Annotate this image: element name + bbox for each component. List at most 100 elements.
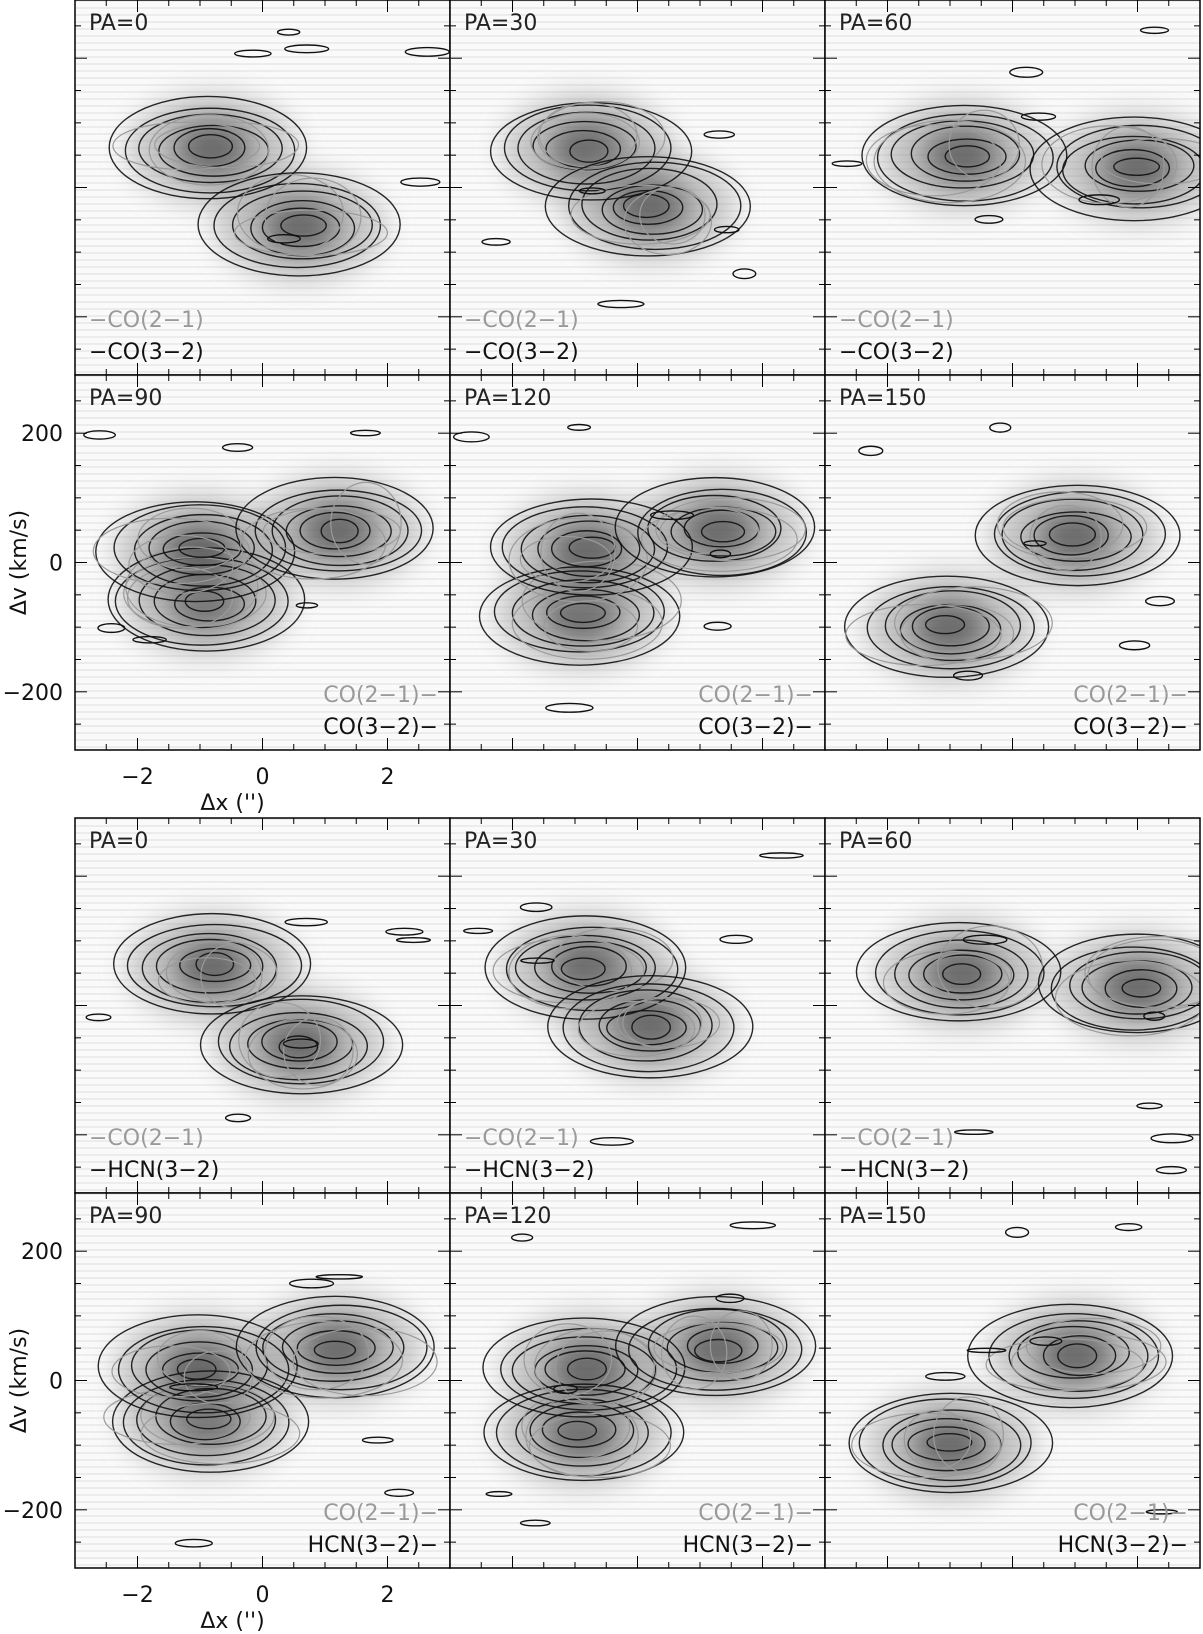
- contour-line: [894, 939, 1029, 1009]
- legend-black: −CO(3−2): [839, 340, 954, 365]
- noise-contour: [349, 429, 381, 437]
- contour-line: [908, 949, 1015, 1001]
- legend-grey: −CO(2−1): [89, 1126, 204, 1151]
- contour-line: [320, 518, 359, 544]
- contour-line: [974, 484, 1181, 587]
- noise-contour: [729, 1221, 777, 1230]
- pv-panel-hcn32-pa60: PA=60 −CO(2−1) −HCN(3−2): [824, 817, 1201, 1194]
- contour-line: [926, 1433, 973, 1452]
- noise-contour: [384, 1488, 415, 1497]
- noise-contour: [1078, 194, 1121, 206]
- noise-contour: [1144, 595, 1176, 607]
- panel-pa-label: PA=120: [464, 386, 551, 411]
- contour-line: [145, 1341, 254, 1399]
- x-tick-label: 2: [381, 765, 395, 790]
- noise-contour: [510, 1233, 534, 1242]
- contour-line: [694, 1338, 743, 1363]
- contour-line: [285, 505, 392, 558]
- contour-line: [112, 912, 312, 1015]
- panel-pa-label: PA=60: [839, 829, 912, 854]
- contour-line: [511, 579, 655, 647]
- contour-line: [566, 1357, 607, 1381]
- contour-line: [1008, 1320, 1149, 1392]
- pv-panel-co32-pa150: PA=150 CO(2−1)− CO(3−2)−: [824, 374, 1201, 751]
- noise-contour: [578, 187, 606, 195]
- contour-line: [1062, 135, 1200, 205]
- noise-contour: [288, 1278, 335, 1289]
- legend-grey: −CO(2−1): [839, 308, 954, 333]
- contour-line: [1121, 978, 1162, 998]
- contour-line: [532, 120, 637, 172]
- y-tick-label: 200: [21, 422, 63, 447]
- pv-panel-hcn32-pa90: PA=90 CO(2−1)− HCN(3−2)−: [74, 1192, 451, 1569]
- x-tick-label: 2: [381, 1583, 395, 1608]
- contour-line: [567, 161, 742, 251]
- contour-line: [1048, 522, 1097, 547]
- contour-line: [923, 954, 1003, 994]
- noise-contour: [169, 1383, 219, 1392]
- contour-line: [313, 1340, 357, 1360]
- contour-line: [111, 1370, 310, 1473]
- contour-line: [614, 476, 816, 578]
- legend-grey: −CO(2−1): [464, 1126, 579, 1151]
- panel-pa-label: PA=120: [464, 1204, 551, 1229]
- noise-contour: [132, 635, 167, 644]
- contour-line: [176, 1358, 217, 1380]
- contour-line: [1069, 951, 1200, 1020]
- y-tick-label: 0: [49, 552, 63, 577]
- pv-panel-hcn32-pa120: PA=120 CO(2−1)− HCN(3−2)−: [449, 1192, 826, 1569]
- legend-black: HCN(3−2)−: [683, 1533, 813, 1558]
- noise-contour: [925, 1371, 966, 1381]
- pv-panel-hcn32-pa150: PA=150 CO(2−1)− HCN(3−2)−: [824, 1192, 1201, 1569]
- contour-line: [1042, 1335, 1117, 1377]
- contour-line: [278, 1035, 319, 1059]
- x-tick-label: −2: [121, 765, 153, 790]
- y-axis-label: Δv (km/s): [7, 510, 32, 615]
- noise-contour: [267, 233, 301, 244]
- contour-line: [514, 934, 656, 1001]
- contour-line: [861, 104, 1068, 207]
- legend-black: CO(3−2)−: [323, 715, 438, 740]
- noise-contour: [395, 936, 432, 944]
- noise-contour: [732, 268, 757, 280]
- noise-contour: [481, 237, 511, 246]
- noise-contour: [174, 1538, 213, 1548]
- legend-grey: CO(2−1)−: [698, 683, 813, 708]
- panel-pa-label: PA=150: [839, 386, 926, 411]
- noise-contour: [719, 934, 753, 944]
- contour-line: [562, 983, 735, 1073]
- noise-contour: [1009, 66, 1044, 78]
- contour-line: [1056, 124, 1200, 209]
- contour-line: [1037, 933, 1200, 1034]
- contour-line: [483, 1383, 685, 1482]
- noise-contour: [974, 214, 1004, 224]
- legend-black: HCN(3−2)−: [308, 1533, 438, 1558]
- contour-line: [255, 1304, 428, 1391]
- contour-line: [148, 520, 255, 576]
- panel-pa-label: PA=150: [839, 1204, 926, 1229]
- legend-black: CO(3−2)−: [698, 715, 813, 740]
- noise-contour: [221, 443, 254, 453]
- pv-panel-co32-pa60: PA=60 −CO(2−1) −CO(3−2): [824, 0, 1201, 376]
- noise-contour: [485, 1490, 513, 1498]
- contour-line: [254, 489, 423, 572]
- contour-line: [1033, 514, 1109, 556]
- contour-line: [97, 1314, 298, 1419]
- contour-line: [1017, 1325, 1130, 1379]
- noise-contour: [703, 130, 736, 139]
- noise-contour: [1020, 112, 1057, 121]
- contour-line: [1020, 511, 1132, 562]
- noise-contour: [284, 917, 328, 927]
- noise-contour: [597, 299, 645, 309]
- pv-panel-co32-pa30: PA=30 −CO(2−1) −CO(3−2): [449, 0, 826, 376]
- contour-line: [199, 995, 404, 1095]
- noise-contour: [703, 621, 732, 631]
- contour-line: [910, 125, 1021, 182]
- contour-line: [627, 1307, 803, 1391]
- contour-line: [559, 602, 606, 624]
- noise-contour: [400, 177, 441, 187]
- legend-grey: −CO(2−1): [89, 308, 204, 333]
- noise-contour: [463, 927, 494, 935]
- noise-contour: [858, 445, 884, 457]
- contour-line: [647, 494, 782, 562]
